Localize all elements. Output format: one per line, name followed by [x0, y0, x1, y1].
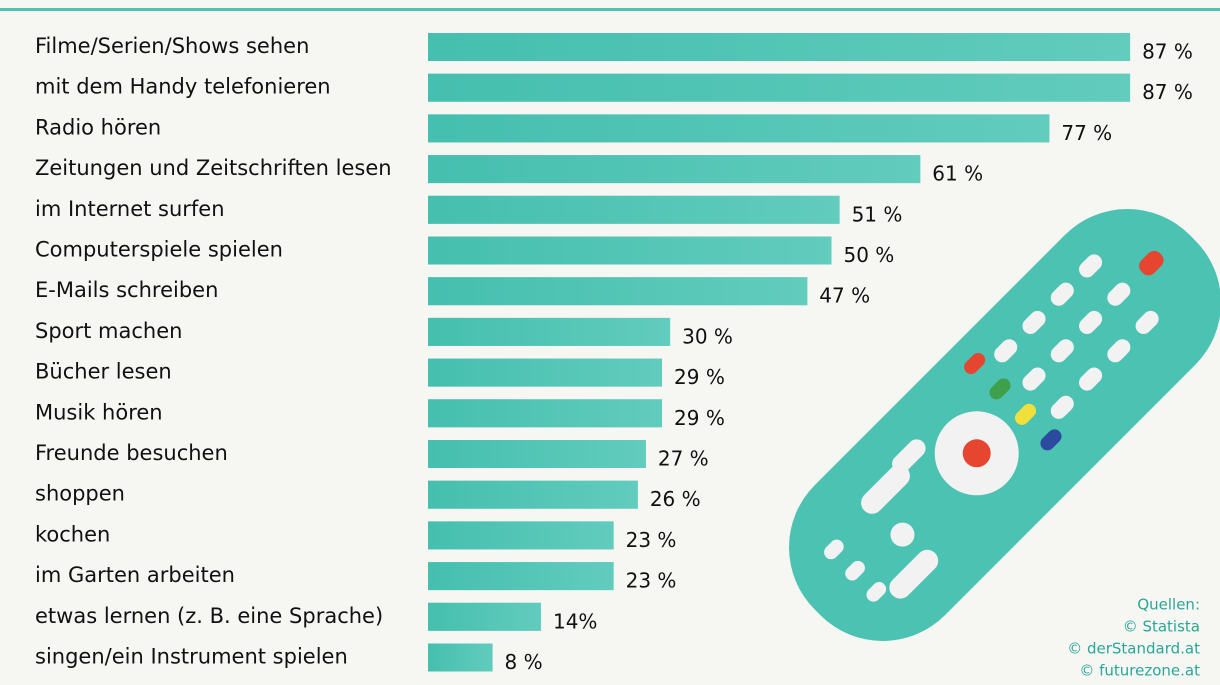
value-label: 87 %	[1142, 40, 1193, 64]
value-label: 61 %	[932, 162, 983, 186]
value-label: 50 %	[844, 243, 895, 267]
bar-shine	[428, 277, 808, 306]
value-label: 23 %	[626, 528, 677, 552]
bar-shine	[428, 33, 1131, 61]
bar-shine	[428, 521, 614, 550]
category-label: singen/ein Instrument spielen	[35, 645, 348, 669]
value-label: 26 %	[650, 487, 701, 511]
category-label: Sport machen	[35, 319, 182, 343]
category-label: kochen	[35, 522, 110, 546]
category-label: Zeitungen und Zeitschriften lesen	[35, 156, 392, 180]
category-label: mit dem Handy telefonieren	[35, 75, 331, 99]
bar-shine	[428, 399, 663, 428]
category-label: Computerspiele spielen	[35, 238, 283, 262]
category-label: im Garten arbeiten	[35, 563, 235, 587]
source-note: © Statista	[1123, 618, 1200, 636]
value-label: 23 %	[626, 569, 677, 593]
value-label: 14%	[553, 609, 597, 633]
category-label: im Internet surfen	[35, 197, 225, 221]
category-label: Radio hören	[35, 115, 161, 139]
bar-shine	[428, 602, 541, 631]
source-note: © futurezone.at	[1079, 662, 1200, 680]
category-label: E-Mails schreiben	[35, 278, 218, 302]
value-label: 47 %	[819, 284, 870, 308]
bar-shine	[428, 114, 1050, 143]
value-label: 8 %	[505, 650, 543, 674]
bar-shine	[428, 643, 493, 672]
remote-control	[789, 209, 1220, 641]
bar-shine	[428, 562, 614, 591]
source-note: © derStandard.at	[1067, 640, 1200, 658]
category-label: Musik hören	[35, 400, 163, 424]
source-note: Quellen:	[1137, 596, 1200, 614]
value-label: 77 %	[1061, 121, 1112, 145]
category-label: shoppen	[35, 482, 125, 506]
value-label: 30 %	[682, 324, 733, 348]
category-label: etwas lernen (z. B. eine Sprache)	[35, 604, 383, 628]
bar-shine	[428, 440, 646, 468]
bar-shine	[428, 236, 832, 265]
bar-shine	[428, 155, 921, 184]
bar-shine	[428, 317, 671, 346]
value-label: 29 %	[674, 406, 725, 430]
value-label: 27 %	[658, 447, 709, 471]
bar-shine	[428, 480, 638, 509]
bar-shine	[428, 195, 840, 224]
value-label: 51 %	[852, 202, 903, 226]
top-rule	[0, 8, 1220, 11]
value-label: 29 %	[674, 365, 725, 389]
bar-shine	[428, 73, 1131, 102]
category-label: Freunde besuchen	[35, 441, 228, 465]
value-label: 87 %	[1142, 80, 1193, 104]
category-label: Filme/Serien/Shows sehen	[35, 34, 309, 58]
category-label: Bücher lesen	[35, 360, 172, 384]
bar-shine	[428, 358, 663, 387]
